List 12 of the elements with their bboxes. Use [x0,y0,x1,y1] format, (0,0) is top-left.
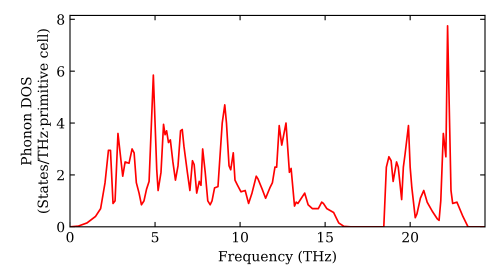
x-axis-title: Frequency (THz) [218,250,336,264]
y-tick-label: 4 [56,118,64,128]
x-tick-label: 20 [402,232,418,242]
y-axis-title: Phonon DOS (States/THz·primitive cell) [20,29,51,213]
y-tick-label: 2 [57,170,64,180]
y-tick-label: 6 [57,66,64,77]
x-tick-label: 5 [152,232,158,242]
x-tick-label: 10 [232,232,248,242]
x-tick-label: 0 [66,232,74,242]
y-tick-label: 8 [57,14,64,25]
x-tick-label: 15 [318,232,333,242]
y-tick-label: 0 [57,222,64,232]
